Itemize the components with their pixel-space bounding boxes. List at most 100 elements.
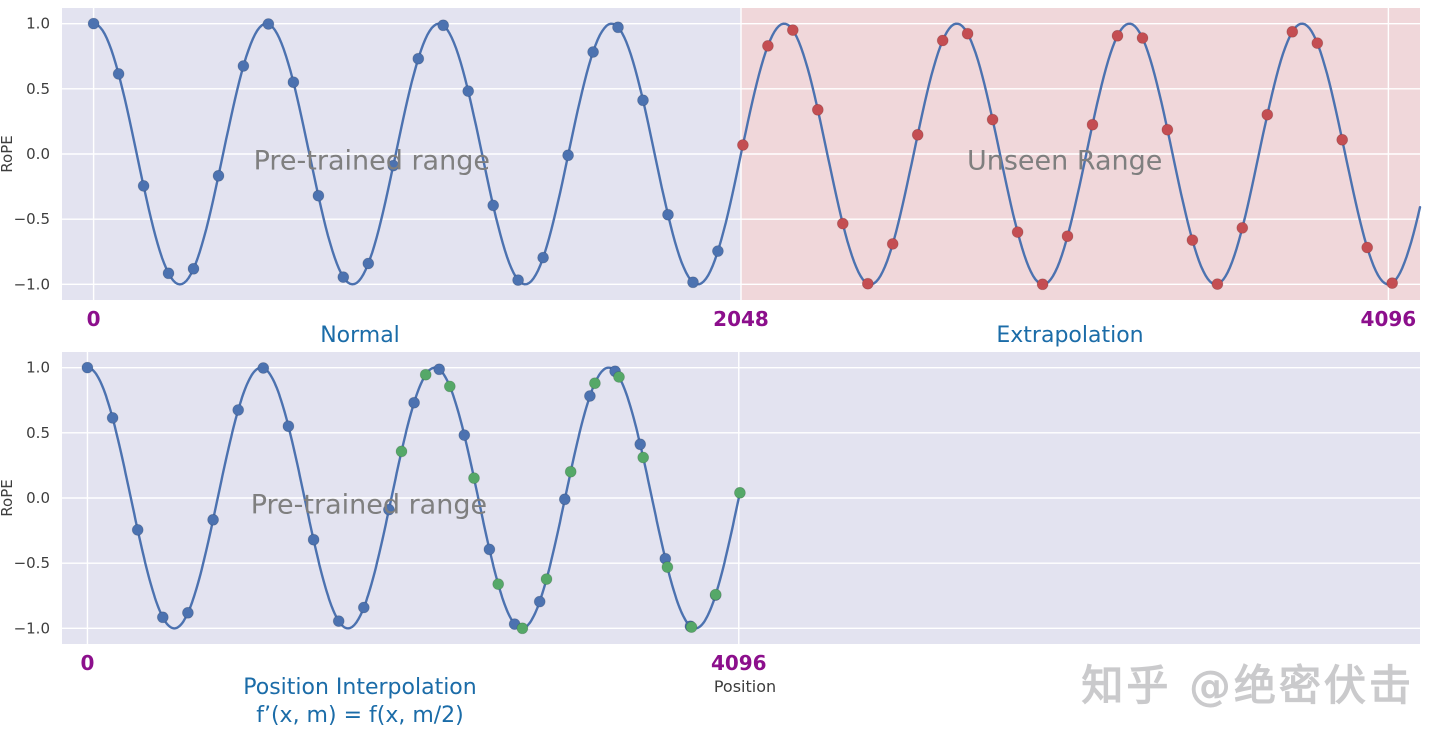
data-point xyxy=(458,429,471,441)
data-point xyxy=(836,217,849,230)
x-tick-label: 0 xyxy=(87,307,101,331)
data-point xyxy=(1236,221,1249,234)
data-point xyxy=(483,543,496,556)
data-point xyxy=(156,611,169,624)
caption: Normal xyxy=(320,323,400,348)
data-point xyxy=(662,208,674,221)
x-axis-label: Position xyxy=(714,677,776,696)
data-point xyxy=(1361,241,1374,254)
data-point xyxy=(1311,37,1324,49)
x-tick-label: 4096 xyxy=(1361,307,1417,331)
data-point xyxy=(558,493,571,506)
data-point xyxy=(961,27,974,40)
data-point xyxy=(709,588,722,601)
data-point xyxy=(685,621,698,634)
sine-curve xyxy=(92,22,1422,286)
caption: Extrapolation xyxy=(996,323,1143,348)
dots-integer-positions xyxy=(81,361,722,633)
data-point xyxy=(886,237,899,250)
y-tick-label: 0.0 xyxy=(26,489,50,507)
data-point xyxy=(533,595,546,608)
y-tick-label: −1.0 xyxy=(14,619,50,637)
data-point xyxy=(861,277,874,290)
y-tick-label: 0.0 xyxy=(26,145,50,163)
data-point xyxy=(443,380,456,393)
data-point xyxy=(1111,29,1124,42)
data-point xyxy=(1261,108,1274,121)
data-point xyxy=(1161,123,1174,136)
data-point xyxy=(562,149,574,162)
data-point xyxy=(181,606,194,619)
caption: Position Interpolation xyxy=(243,675,476,700)
data-point xyxy=(936,34,949,47)
y-tick-label: −0.5 xyxy=(14,554,50,572)
top-chart-extrapolation: Pre-trained range Unseen Range 1.0 0.5 0.0 −0… xyxy=(0,8,1422,348)
data-point xyxy=(419,368,432,381)
x-tick-label: 2048 xyxy=(713,307,769,331)
y-tick-label: −0.5 xyxy=(14,210,50,228)
data-point xyxy=(433,363,446,376)
data-point xyxy=(408,396,421,409)
data-point xyxy=(1386,277,1399,290)
data-point xyxy=(1086,118,1099,131)
data-point xyxy=(257,362,270,374)
data-point xyxy=(540,573,553,586)
data-point xyxy=(187,262,200,275)
data-point xyxy=(634,438,647,451)
data-point xyxy=(811,103,824,116)
y-axis-label: RoPE xyxy=(0,479,16,516)
data-point xyxy=(786,24,799,37)
bottom-chart-position-interpolation: Pre-trained range 1.0 0.5 0.0 −0.5 −1.0 RoPE 0 4… xyxy=(0,352,1420,728)
data-point xyxy=(307,533,320,546)
dots-pre-trained-positions xyxy=(87,17,724,289)
data-point xyxy=(637,94,649,107)
data-point xyxy=(911,128,924,141)
data-point xyxy=(734,486,746,499)
data-point xyxy=(462,85,475,97)
y-tick-label: 1.0 xyxy=(26,359,50,377)
data-point xyxy=(262,18,275,30)
data-point xyxy=(237,60,250,72)
data-point xyxy=(584,390,596,402)
data-point xyxy=(468,472,480,484)
data-point xyxy=(712,245,724,258)
data-point xyxy=(487,199,500,212)
data-point xyxy=(687,276,699,289)
data-point xyxy=(613,371,625,383)
data-point xyxy=(1186,234,1199,247)
data-point xyxy=(986,113,999,126)
data-point xyxy=(537,251,549,264)
data-point xyxy=(589,377,601,390)
data-point xyxy=(362,257,375,270)
x-tick-label: 4096 xyxy=(711,651,767,675)
data-point xyxy=(382,503,395,516)
data-point xyxy=(137,179,150,192)
data-point xyxy=(162,267,175,280)
data-point xyxy=(737,139,749,151)
data-point xyxy=(106,412,119,424)
annotation: Pre-trained range xyxy=(251,489,487,520)
data-point xyxy=(1336,133,1349,146)
data-point xyxy=(492,578,505,591)
data-point xyxy=(312,189,325,202)
data-point xyxy=(1136,32,1149,44)
data-point xyxy=(212,169,225,182)
data-point xyxy=(131,523,144,536)
annotation: Unseen Range xyxy=(967,145,1162,176)
data-point xyxy=(1011,226,1024,239)
data-point xyxy=(437,19,450,32)
dots-interpolated-positions xyxy=(395,368,746,635)
data-point xyxy=(81,361,94,374)
x-tick-label: 0 xyxy=(80,651,94,675)
data-point xyxy=(387,159,400,172)
data-point xyxy=(282,420,295,433)
data-point xyxy=(1036,278,1049,291)
data-point xyxy=(232,404,245,416)
gridlines xyxy=(62,352,1420,644)
data-point xyxy=(207,513,220,526)
y-tick-label: 0.5 xyxy=(26,424,50,442)
y-tick-label: −1.0 xyxy=(14,275,50,293)
data-point xyxy=(587,46,599,58)
data-point xyxy=(637,451,650,464)
